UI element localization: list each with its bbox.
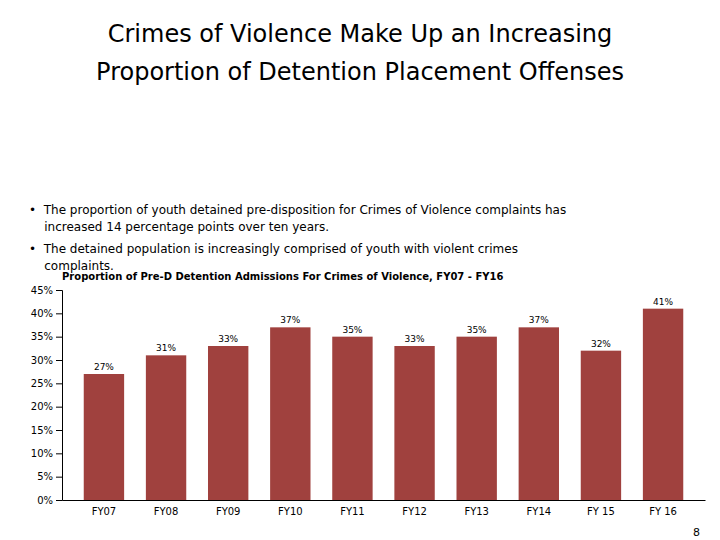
y-tick-mark (56, 290, 62, 291)
bullet-text: • The detained population is increasingl… (29, 242, 518, 256)
page-title: Crimes of Violence Make Up an Increasing (108, 20, 613, 48)
x-tick: FY08 (154, 506, 179, 517)
data-labels: 27% 31% 33% 37% 35% 33% 35% 37% 32% 41% (94, 297, 674, 372)
bar (519, 327, 559, 500)
y-tick: 15% (31, 425, 62, 436)
y-tick-label: 35% (31, 331, 53, 342)
x-tick: FY11 (340, 506, 365, 517)
bullet-text: • The proportion of youth detained pre-d… (29, 203, 566, 217)
y-tick-label: 20% (31, 401, 53, 412)
y-tick: 5% (37, 471, 62, 482)
y-tick-label: 10% (31, 448, 53, 459)
y-tick-label: 0% (37, 495, 53, 506)
bar (332, 337, 372, 500)
bar (581, 351, 621, 500)
y-tick-mark (56, 313, 62, 314)
y-tick: 45% (31, 285, 62, 296)
x-tick: FY14 (527, 506, 552, 517)
y-tick-label: 45% (31, 285, 53, 296)
bar (208, 346, 248, 500)
chart: Proportion of Pre-D Detention Admissions… (31, 271, 706, 517)
y-tick-mark (56, 360, 62, 361)
x-tick-label: FY11 (340, 506, 365, 517)
data-label: 37% (529, 315, 549, 325)
bullet-text: increased 14 percentage points over ten … (29, 220, 329, 234)
y-tick-label: 40% (31, 308, 53, 319)
x-tick: FY13 (464, 506, 489, 517)
data-label: 35% (467, 325, 487, 335)
bar (394, 346, 434, 500)
bars (84, 309, 684, 500)
y-tick-mark (56, 453, 62, 454)
data-label: 35% (342, 325, 362, 335)
page: Crimes of Violence Make Up an Increasing… (0, 0, 720, 540)
x-tick-label: FY13 (464, 506, 489, 517)
bar (146, 355, 186, 500)
y-tick-label: 30% (31, 355, 53, 366)
data-label: 27% (94, 362, 114, 372)
y-tick-mark (56, 430, 62, 431)
x-tick-label: FY07 (92, 506, 117, 517)
page-number: 8 (693, 526, 700, 539)
x-tick: FY 16 (649, 506, 677, 517)
x-tick-label: FY14 (527, 506, 552, 517)
y-tick-mark (56, 500, 62, 501)
x-tick: FY12 (402, 506, 427, 517)
y-tick-mark (56, 337, 62, 338)
x-axis: FY07 FY08 FY09 FY10 FY11 FY12 FY13 FY14 FY 15 FY … (63, 501, 706, 518)
x-tick-label: FY09 (216, 506, 241, 517)
bar (456, 337, 496, 500)
y-tick-mark (56, 407, 62, 408)
data-label: 31% (156, 343, 176, 353)
y-tick: 10% (31, 448, 62, 459)
y-tick: 20% (31, 401, 62, 412)
x-tick-label: FY12 (402, 506, 427, 517)
x-tick-label: FY 16 (649, 506, 677, 517)
y-tick: 30% (31, 355, 62, 366)
y-tick-label: 15% (31, 425, 53, 436)
chart-title: Proportion of Pre-D Detention Admissions… (62, 271, 503, 282)
y-axis-line (56, 291, 63, 501)
y-tick-mark (56, 383, 62, 384)
y-tick-mark (56, 477, 62, 478)
x-tick-label: FY 15 (587, 506, 615, 517)
x-tick: FY09 (216, 506, 241, 517)
y-tick: 25% (31, 378, 62, 389)
y-tick: 40% (31, 308, 62, 319)
x-tick: FY07 (92, 506, 117, 517)
x-tick-label: FY10 (278, 506, 303, 517)
bar (270, 327, 310, 500)
data-label: 33% (405, 334, 425, 344)
data-label: 41% (653, 297, 673, 307)
bar (84, 374, 124, 500)
page-title: Proportion of Detention Placement Offens… (96, 58, 624, 86)
x-tick-label: FY08 (154, 506, 179, 517)
data-label: 37% (280, 315, 300, 325)
data-label: 33% (218, 334, 238, 344)
y-tick: 35% (31, 331, 62, 342)
x-tick: FY 15 (587, 506, 615, 517)
x-tick: FY10 (278, 506, 303, 517)
x-axis-line (63, 500, 706, 501)
bar (643, 309, 683, 500)
y-axis: 0% 5% 10% 15% 20% 25% 30% 35% 40% 45% (31, 285, 63, 506)
y-tick-label: 5% (37, 471, 53, 482)
y-tick-label: 25% (31, 378, 53, 389)
y-tick: 0% (37, 495, 62, 506)
data-label: 32% (591, 339, 611, 349)
